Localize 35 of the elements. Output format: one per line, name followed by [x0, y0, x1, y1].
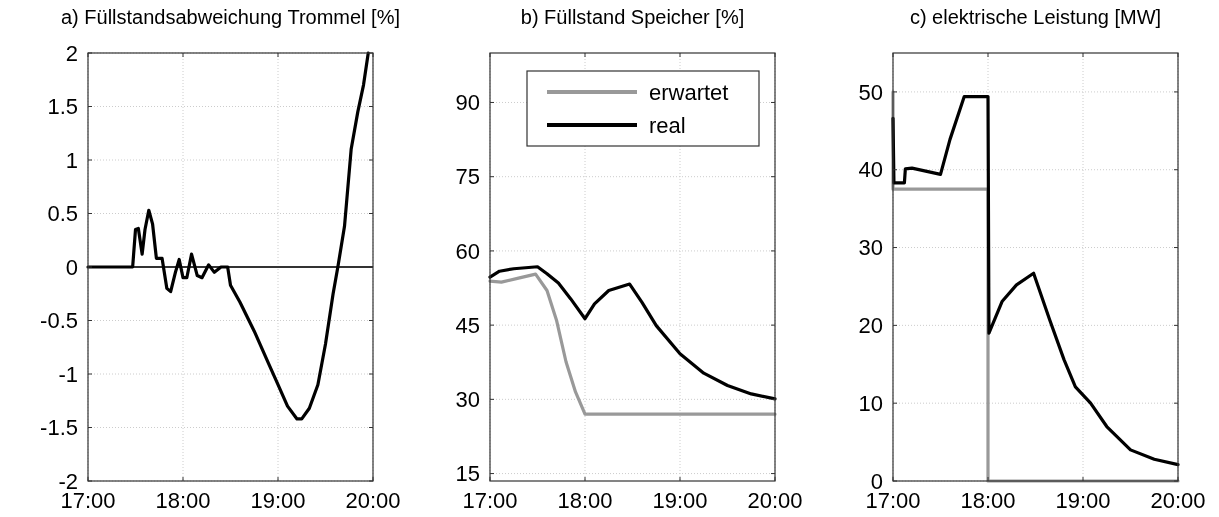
- y-tick-label: 2: [65, 40, 78, 66]
- y-tick-label: 0.5: [47, 201, 78, 227]
- y-tick-label: 75: [455, 164, 480, 190]
- x-tick-label: 20:00: [1150, 488, 1206, 513]
- y-tick-label: 60: [455, 238, 480, 264]
- y-tick-label: 50: [858, 79, 883, 105]
- x-tick-label: 18:00: [557, 488, 613, 513]
- y-tick-label: 30: [455, 387, 480, 413]
- y-tick-label: -1.5: [40, 415, 78, 441]
- x-tick-label: 19:00: [652, 488, 708, 513]
- y-tick-label: 10: [858, 390, 883, 416]
- y-tick-label: -0.5: [40, 308, 78, 334]
- x-tick-label: 20:00: [747, 488, 803, 513]
- legend-label: real: [649, 112, 686, 138]
- y-tick-label: 0: [65, 254, 78, 280]
- y-tick-label: 15: [455, 461, 480, 487]
- x-tick-label: 20:00: [345, 488, 401, 513]
- x-tick-label: 19:00: [250, 488, 306, 513]
- y-tick-label: 30: [858, 235, 883, 261]
- chart-title: a) Füllstandsabweichung Trommel [%]: [60, 6, 401, 28]
- y-tick-label: 90: [455, 90, 480, 116]
- y-tick-label: 45: [455, 312, 480, 338]
- chart-title: b) Füllstand Speicher [%]: [520, 6, 745, 28]
- x-tick-label: 17:00: [462, 488, 518, 513]
- x-tick-label: 19:00: [1055, 488, 1111, 513]
- legend-label: erwartet: [649, 79, 729, 105]
- chart-title: c) elektrische Leistung [MW]: [909, 6, 1162, 28]
- x-tick-label: 18:00: [960, 488, 1016, 513]
- line-series: [86, 51, 370, 421]
- y-tick-label: 1.5: [47, 94, 78, 120]
- y-tick-label: 40: [858, 157, 883, 183]
- y-tick-label: 1: [65, 147, 78, 173]
- y-tick-label: -1: [58, 361, 78, 387]
- y-tick-label: 20: [858, 313, 883, 339]
- x-tick-label: 18:00: [155, 488, 211, 513]
